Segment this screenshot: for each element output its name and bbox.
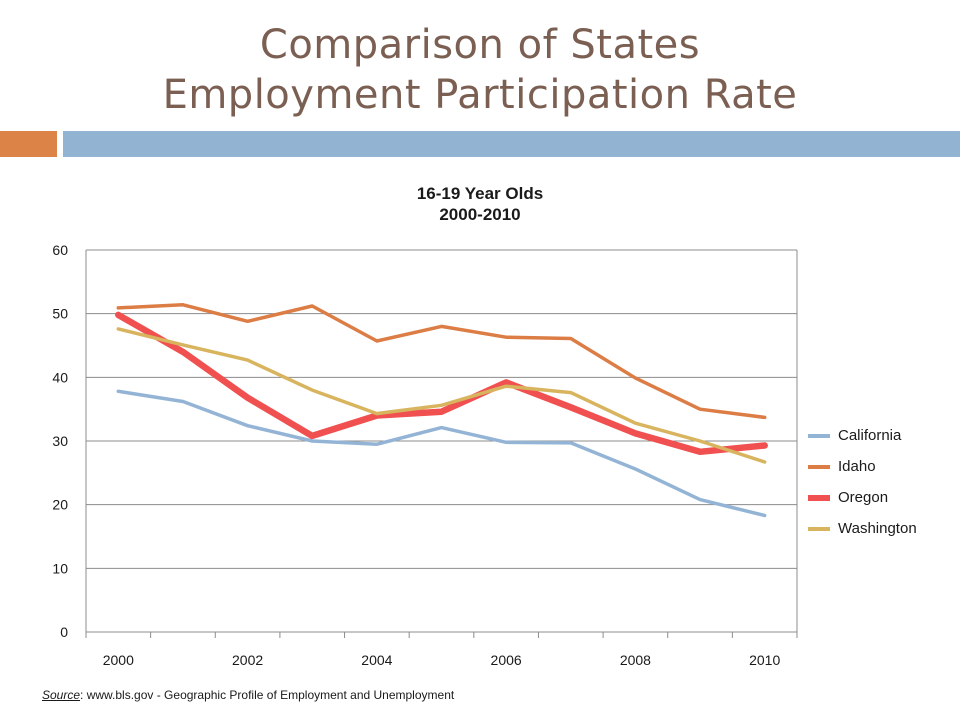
series-line-california (116, 389, 767, 518)
accent-bar-orange (0, 131, 57, 157)
x-tick-label-2008: 2008 (620, 652, 651, 668)
source-text: : www.bls.gov - Geographic Profile of Em… (80, 688, 455, 702)
slide-title: Comparison of States Employment Particip… (0, 20, 960, 120)
legend-swatch-washington (808, 526, 830, 531)
legend-swatch-idaho (808, 464, 830, 469)
chart-title-line2: 2000-2010 (439, 205, 521, 224)
x-tick-label-2010: 2010 (749, 652, 780, 668)
y-tick-label-10: 10 (52, 560, 68, 576)
x-tick-label-2004: 2004 (361, 652, 392, 668)
source-label: Source (42, 688, 81, 702)
slide-title-line1: Comparison of States (259, 22, 701, 68)
legend-item-oregon: Oregon (808, 482, 917, 513)
y-tick-label-50: 50 (52, 306, 68, 322)
series-line-idaho (116, 303, 767, 420)
legend-swatch-oregon (808, 494, 830, 501)
chart-title: 16-19 Year Olds 2000-2010 (290, 183, 670, 225)
legend-label-oregon: Oregon (838, 489, 889, 506)
legend-label-idaho: Idaho (838, 458, 876, 475)
y-tick-label-60: 60 (52, 242, 68, 258)
legend-label-washington: Washington (838, 520, 917, 537)
series-line-washington (116, 327, 767, 464)
y-tick-label-30: 30 (52, 433, 68, 449)
x-tick-label-2002: 2002 (232, 652, 263, 668)
x-tick-label-2006: 2006 (491, 652, 522, 668)
legend-swatch-california (808, 433, 830, 438)
chart-title-line1: 16-19 Year Olds (416, 184, 544, 203)
legend-item-idaho: Idaho (808, 451, 917, 482)
y-tick-label-40: 40 (52, 369, 68, 385)
accent-bar-blue (63, 131, 960, 157)
legend-item-california: California (808, 420, 917, 451)
series-line-oregon (115, 311, 768, 456)
source-note: Source: www.bls.gov - Geographic Profile… (42, 688, 454, 702)
x-tick-label-2000: 2000 (103, 652, 134, 668)
chart-legend: California Idaho Oregon Washington (808, 420, 917, 544)
slide-title-line2: Employment Participation Rate (162, 72, 798, 118)
y-tick-label-20: 20 (52, 497, 68, 513)
legend-label-california: California (838, 427, 902, 444)
y-tick-label-0: 0 (60, 624, 68, 640)
legend-item-washington: Washington (808, 513, 917, 544)
